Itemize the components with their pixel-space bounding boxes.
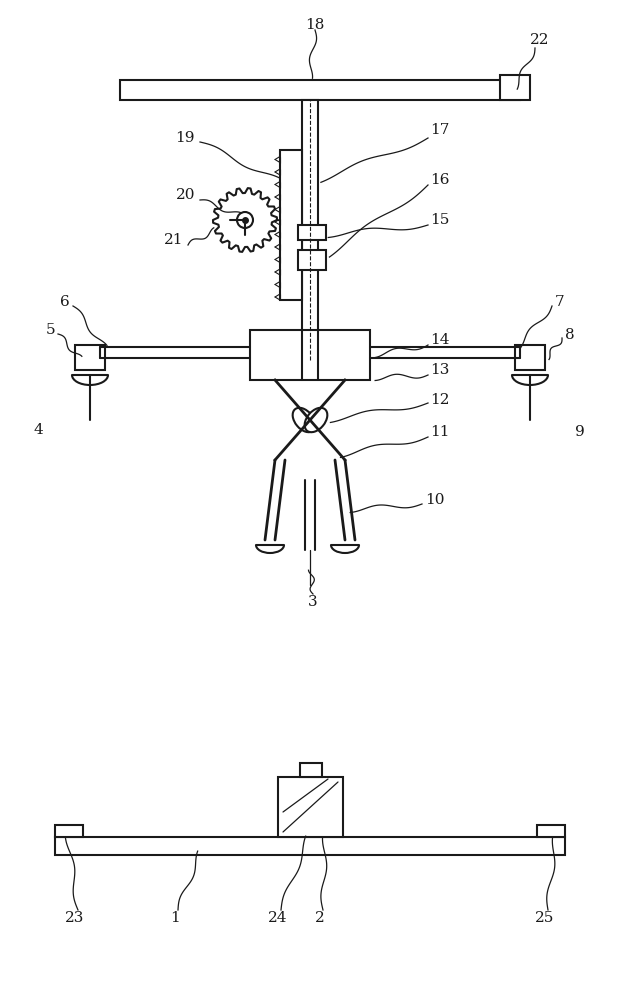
- Text: 17: 17: [430, 123, 449, 137]
- Ellipse shape: [292, 408, 315, 432]
- Text: 24: 24: [268, 911, 288, 925]
- Text: 8: 8: [565, 328, 574, 342]
- Text: 3: 3: [308, 595, 318, 609]
- Bar: [278, 777, 343, 837]
- Text: 2: 2: [315, 911, 325, 925]
- Text: 20: 20: [175, 188, 195, 202]
- Text: 14: 14: [430, 333, 450, 347]
- Text: 18: 18: [305, 18, 325, 32]
- Bar: [250, 330, 370, 380]
- Bar: [298, 225, 326, 240]
- Text: 9: 9: [575, 425, 585, 439]
- Bar: [300, 763, 322, 777]
- Text: 7: 7: [555, 295, 565, 309]
- Text: 11: 11: [430, 425, 450, 439]
- Text: 1: 1: [170, 911, 180, 925]
- Text: 6: 6: [60, 295, 70, 309]
- Text: 5: 5: [46, 323, 55, 337]
- Bar: [55, 837, 565, 855]
- Text: 13: 13: [430, 363, 449, 377]
- Text: 19: 19: [175, 131, 195, 145]
- Text: 23: 23: [65, 911, 85, 925]
- Text: 4: 4: [33, 423, 43, 437]
- Text: 15: 15: [430, 213, 449, 227]
- Ellipse shape: [305, 408, 328, 432]
- Bar: [280, 150, 302, 300]
- Bar: [75, 345, 105, 370]
- Bar: [500, 75, 530, 100]
- Text: 10: 10: [425, 493, 444, 507]
- Text: 12: 12: [430, 393, 450, 407]
- Bar: [515, 345, 545, 370]
- Bar: [55, 825, 83, 837]
- Text: 16: 16: [430, 173, 450, 187]
- Text: 21: 21: [164, 233, 183, 247]
- Bar: [302, 100, 318, 360]
- Text: 22: 22: [530, 33, 550, 47]
- Text: 25: 25: [536, 911, 555, 925]
- Bar: [298, 250, 326, 270]
- Bar: [120, 80, 520, 100]
- Bar: [537, 825, 565, 837]
